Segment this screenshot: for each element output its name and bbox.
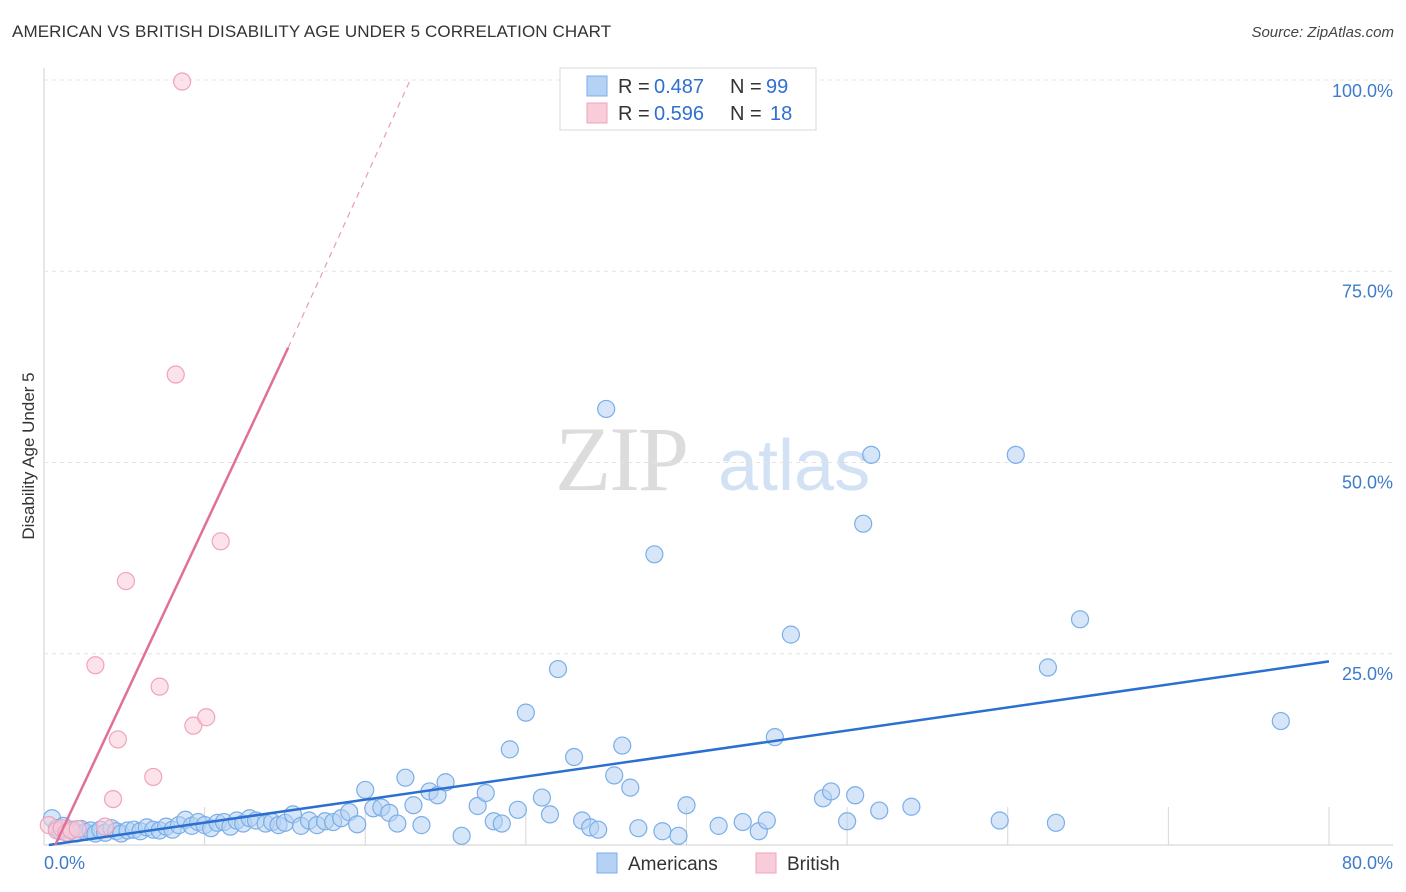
top-legend: R = 0.487 N = 99 R = 0.596 N = 18 [559,67,817,131]
americans-point-54 [388,814,407,833]
british-point-13 [173,72,192,91]
british-point-7 [103,789,123,809]
americans-point-100 [1006,445,1025,464]
americans-point-82 [653,822,672,841]
y-tick-label-1: 75.0% [1342,281,1393,301]
legend-r-label-british: R = [618,103,650,125]
bottom-legend-label-americans: Americans [628,854,718,875]
americans-point-61 [452,826,471,845]
americans-point-72 [564,747,584,767]
americans-point-90 [781,625,801,644]
americans-point-65 [492,814,511,833]
bottom-legend-label-british: British [787,854,840,875]
americans-point-78 [613,736,632,755]
americans-point-67 [508,800,527,819]
legend-n-value-british: 18 [770,103,792,125]
gridlines [44,79,1393,655]
british-points [39,72,230,842]
americans-point-103 [1070,610,1090,629]
y-tick-label-3: 25.0% [1342,664,1393,684]
watermark-atlas: atlas [718,426,870,506]
americans-point-75 [589,820,608,839]
y-tick-label-2: 50.0% [1342,473,1393,493]
americans-point-83 [669,826,688,845]
americans-point-76 [597,399,616,419]
americans-point-70 [540,805,560,824]
british-point-6 [86,656,105,675]
americans-point-66 [500,740,519,759]
chart-source: Source: ZipAtlas.com [1251,24,1394,41]
legend-n-label-americans: N = [730,76,762,98]
americans-point-94 [846,786,865,805]
americans-point-95 [854,514,873,533]
americans-point-69 [532,788,552,807]
americans-trend-line [48,660,1330,847]
americans-point-80 [629,819,648,838]
bottom-legend: Americans British [596,852,840,875]
legend-swatch-british [586,102,608,124]
americans-point-85 [709,816,728,835]
british-point-11 [150,677,169,696]
americans-point-79 [621,778,640,797]
legend-n-value-americans: 99 [766,76,788,98]
british-point-16 [211,532,230,551]
americans-point-101 [1038,658,1058,677]
british-point-5 [68,819,87,839]
americans-point-104 [1271,711,1290,731]
chart-title: AMERICAN VS BRITISH DISABILITY AGE UNDER… [12,22,612,41]
americans-point-93 [838,812,857,831]
americans-point-84 [677,796,696,815]
americans-point-98 [902,797,921,816]
y-axis-label: Disability Age Under 5 [19,372,38,539]
americans-point-55 [396,768,415,787]
legend-n-label-british: N = [730,103,762,125]
watermark-zip: ZIP [555,408,687,510]
americans-point-88 [757,811,776,830]
americans-point-49 [348,815,367,834]
british-point-17 [95,817,115,836]
x-tick-label-min: 0.0% [44,853,85,873]
trend-lines [48,79,1330,847]
americans-point-97 [870,801,889,820]
british-point-14 [184,716,203,735]
legend-swatch-americans [586,75,608,97]
bottom-legend-swatch-americans [596,852,618,874]
legend-r-value-americans: 0.487 [654,76,704,98]
americans-point-89 [765,728,784,747]
bottom-legend-swatch-british [755,852,777,874]
americans-point-56 [404,796,423,815]
british-point-9 [116,571,136,591]
americans-point-92 [821,782,841,801]
americans-point-86 [733,812,752,832]
legend-r-value-british: 0.596 [654,103,704,125]
british-point-8 [108,730,127,749]
americans-point-62 [468,796,487,816]
british-trend-extension [287,79,411,348]
americans-point-102 [1046,813,1066,832]
y-tick-labels: 100.0% 75.0% 50.0% 25.0% [1332,81,1393,684]
americans-point-50 [356,780,375,800]
americans-point-96 [862,445,881,464]
americans-point-57 [412,816,431,835]
americans-point-77 [605,766,624,785]
british-point-10 [144,767,163,787]
americans-point-81 [645,545,664,564]
legend-r-label-americans: R = [618,76,650,98]
british-point-12 [166,365,185,384]
americans-point-68 [516,703,535,722]
british-trend-line [54,347,290,846]
americans-point-71 [548,659,568,679]
british-point-15 [197,708,216,727]
americans-point-99 [990,811,1009,830]
y-tick-label-0: 100.0% [1332,81,1393,101]
x-tick-label-max: 80.0% [1342,853,1393,873]
americans-point-63 [476,783,495,803]
